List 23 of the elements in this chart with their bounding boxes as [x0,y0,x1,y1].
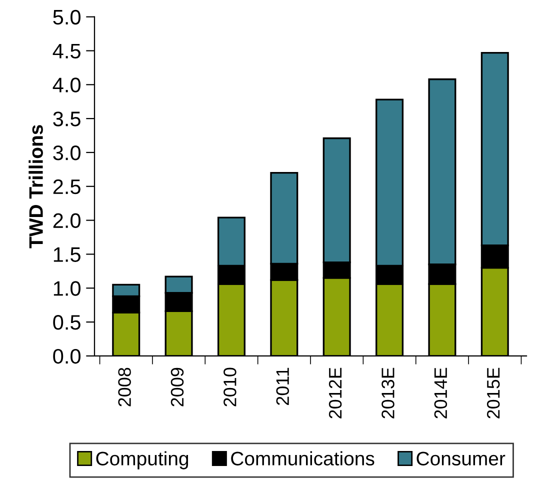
x-tick-label: 2010 [224,368,236,406]
y-axis-title: TWD Trillions [28,125,43,248]
y-tick-label: 1.0 [54,281,80,296]
x-tick-label: 2009 [170,368,184,406]
y-tick-label: 5.0 [53,10,80,25]
x-tick-label: 2014E [434,368,448,418]
legend-label: Consumer [416,452,506,466]
y-tick-label: 3.5 [53,112,80,126]
x-tick-label: 2015E [486,368,500,418]
x-tick-label: 2012E [328,368,342,418]
y-tick-label: 4.5 [52,44,80,58]
y-tick-label: 0.0 [53,348,80,364]
x-tick-label: 2011 [276,368,290,405]
y-tick-label: 2.0 [53,213,80,228]
x-tick-label: 2013E [382,368,394,418]
y-tick-label: 0.5 [53,315,80,330]
legend-label: Computing [96,451,188,470]
y-tick-label: 3.0 [53,145,80,160]
y-tick-label: 2.5 [53,179,80,194]
x-tick-label: 2008 [118,368,131,406]
y-tick-label: 4.0 [52,78,80,92]
legend-label: Communications [231,451,374,466]
y-tick-label: 1.5 [54,247,80,262]
